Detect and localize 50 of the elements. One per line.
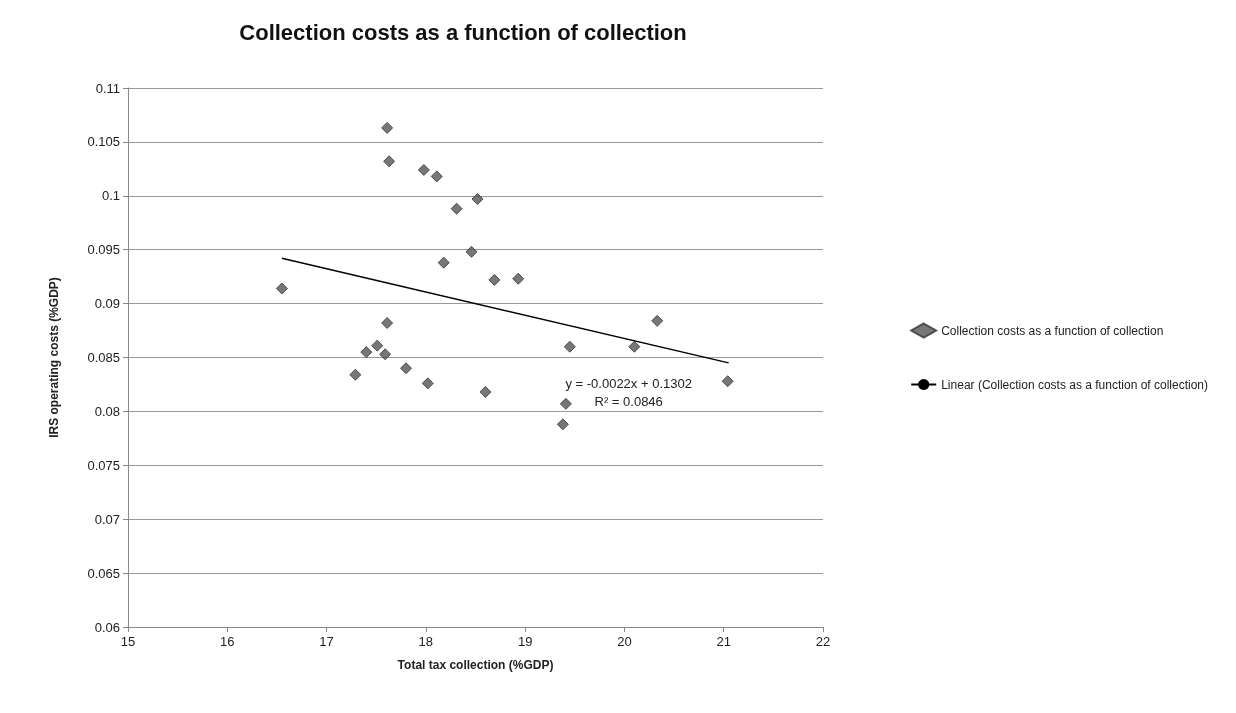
point (559, 397, 572, 410)
point (488, 273, 501, 286)
x-tick-label: 18 (418, 634, 434, 649)
point (349, 368, 362, 381)
y-tick-label: 0.095 (87, 242, 120, 258)
point (721, 375, 734, 388)
x-tick-label: 19 (517, 634, 533, 649)
point (479, 386, 492, 398)
chart-title: Collection costs as a function of collection (239, 19, 687, 45)
legend-label: Linear (Collection costs as a function of collection) (941, 377, 1209, 392)
y-tick-label: 0.09 (94, 296, 120, 312)
x-tick-label: 22 (815, 634, 831, 649)
point (275, 282, 288, 295)
point (379, 348, 392, 361)
y-tick-label: 0.07 (94, 511, 120, 527)
point (417, 163, 430, 176)
point (651, 314, 664, 327)
y-tick-label: 0.06 (94, 619, 120, 635)
point (421, 377, 434, 390)
point (381, 121, 394, 134)
point (465, 245, 478, 258)
y-tick-label: 0.065 (87, 565, 120, 581)
x-tick-label: 21 (716, 634, 731, 649)
y-tick-label: 0.08 (94, 403, 120, 419)
point (556, 418, 569, 431)
point (360, 346, 373, 359)
x-tick-label: 16 (220, 634, 235, 649)
x-axis-title: Total tax collection (%GDP) (397, 658, 554, 672)
annotation: y = -0.0022x + 0.1302 R² = 0.0846 (565, 376, 692, 410)
point (430, 170, 443, 183)
point (471, 193, 484, 206)
y-axis-title: IRS operating costs (%GDP) (47, 277, 61, 438)
point (512, 272, 525, 285)
x-tick-label: 17 (319, 634, 334, 649)
point (383, 155, 396, 168)
y-tick-label: 0.105 (87, 134, 120, 150)
point (450, 202, 463, 215)
y-tick-label: 0.11 (95, 80, 120, 96)
point (381, 317, 394, 329)
point (437, 256, 450, 269)
x-tick-label: 15 (120, 634, 136, 649)
point (400, 362, 412, 375)
legend-label: Collection costs as a function of collection (941, 323, 1164, 338)
y-tick-label: 0.075 (87, 457, 120, 473)
point (563, 340, 576, 353)
point (371, 339, 384, 352)
point (628, 340, 641, 353)
y-tick-label: 0.1 (101, 188, 120, 204)
x-tick-label: 20 (617, 634, 632, 649)
y-tick-label: 0.085 (87, 350, 120, 365)
